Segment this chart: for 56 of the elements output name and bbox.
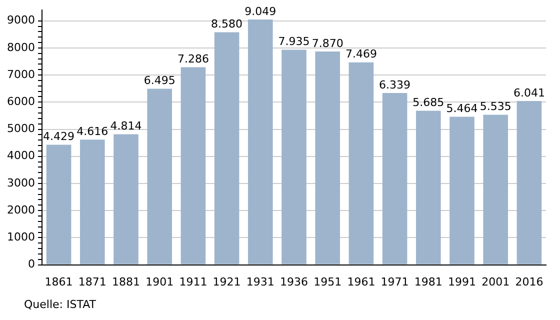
x-tick-label: 2016: [515, 275, 544, 288]
x-tick-label: 1961: [347, 275, 376, 288]
x-tick-label: 2001: [482, 275, 510, 288]
x-tick-label: 1881: [112, 275, 140, 288]
bar: [147, 88, 172, 264]
x-tick-label: 1861: [44, 275, 73, 288]
x-tick-label: 1991: [448, 275, 476, 288]
bar: [382, 92, 408, 264]
data-label: 4.616: [76, 125, 108, 138]
bar: [483, 114, 508, 264]
data-label: 5.685: [412, 96, 444, 110]
y-tick-label: 3000: [6, 176, 35, 190]
data-label: 9.049: [244, 4, 276, 18]
y-tick-label: 0: [28, 258, 35, 271]
bar: [516, 101, 542, 264]
x-tick-label: 1911: [179, 275, 208, 288]
bar: [282, 50, 306, 264]
bar: [46, 144, 72, 264]
data-label: 7.870: [312, 36, 344, 50]
bar: [114, 134, 138, 264]
data-label: 5.535: [480, 100, 512, 114]
x-tick-label: 1981: [414, 275, 442, 288]
y-tick-label: 5000: [6, 122, 35, 136]
x-tick-label: 1871: [78, 275, 106, 288]
data-label: 5.464: [446, 102, 478, 116]
x-tick-label: 1936: [280, 275, 308, 288]
y-tick-label: 9000: [6, 14, 35, 27]
bar: [80, 140, 105, 264]
data-label: 8.580: [211, 18, 243, 31]
y-tick-label: 2000: [6, 203, 35, 216]
x-tick-label: 1971: [380, 275, 409, 288]
bar: [416, 110, 441, 264]
y-tick-label: 7000: [6, 68, 35, 81]
x-tick-label: 1931: [246, 275, 274, 288]
bar: [348, 62, 374, 264]
data-label: 6.495: [144, 74, 176, 88]
y-tick-label: 4000: [6, 149, 35, 162]
data-label: 6.339: [379, 78, 411, 92]
bar: [450, 116, 474, 264]
x-tick-label: 1951: [314, 275, 342, 288]
data-label: 7.935: [278, 35, 310, 48]
x-tick-label: 1901: [146, 275, 174, 288]
bar: [315, 51, 340, 264]
data-label: 4.429: [43, 130, 75, 144]
x-tick-label: 1921: [212, 275, 241, 288]
source-note: Quelle: ISTAT: [24, 298, 96, 311]
bar: [214, 32, 240, 264]
y-tick-label: 1000: [6, 230, 35, 244]
y-tick-label: 6000: [6, 95, 35, 108]
data-label: 6.041: [513, 86, 545, 100]
data-label: 4.814: [110, 120, 142, 133]
y-tick-label: 8000: [6, 40, 35, 54]
data-label: 7.286: [177, 52, 209, 66]
data-label: 7.469: [345, 48, 377, 61]
bar: [180, 67, 206, 264]
bar: [248, 20, 273, 264]
